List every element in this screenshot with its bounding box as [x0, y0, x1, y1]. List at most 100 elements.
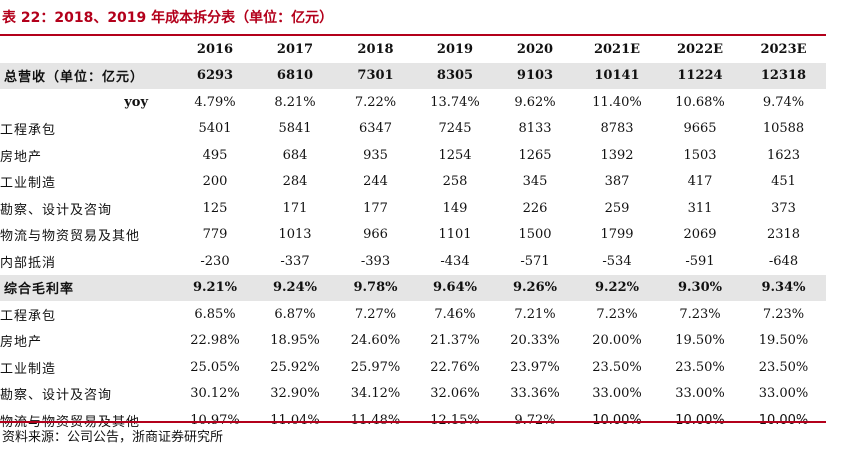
value-cell: 244: [363, 174, 388, 190]
value-cell: 9.78%: [336, 274, 415, 301]
header-label-cell: [0, 36, 176, 63]
value-cell: 10141: [575, 62, 659, 89]
value-cell: 10588: [762, 121, 805, 137]
value-cell: 495: [202, 147, 228, 163]
value-cell: 1500: [518, 227, 552, 243]
value-cell: 9.62%: [514, 94, 556, 110]
table-row: 房地产 495 684 935 1254 1265 1392 1503 1623: [0, 142, 826, 169]
value-cell: 9.30%: [659, 274, 741, 301]
table-body: 总营收（单位：亿元） 6293 6810 7301 8305 9103 10141 11224…: [0, 62, 826, 434]
table-row: 勘察、设计及咨询 30.12% 32.90% 34.12% 32.06% 33.36% 33…: [0, 381, 826, 408]
value-cell: 19.50%: [758, 333, 809, 349]
value-cell: 6.85%: [194, 306, 236, 322]
value-cell: 779: [202, 227, 228, 243]
row-label: 勘察、设计及咨询: [0, 388, 113, 404]
value-cell: 12.15%: [415, 407, 495, 434]
value-cell: -648: [768, 253, 799, 269]
column-header: 2022E: [676, 41, 724, 57]
value-cell: 10.00%: [659, 407, 741, 434]
value-cell: 9.74%: [762, 94, 805, 110]
value-cell: 9665: [683, 121, 717, 137]
top-rule: [0, 34, 826, 36]
value-cell: 10.68%: [675, 94, 725, 110]
value-cell: 7301: [336, 62, 415, 89]
value-cell: 10.00%: [575, 407, 659, 434]
value-cell: 311: [687, 200, 713, 216]
value-cell: 22.98%: [190, 333, 240, 349]
value-cell: 32.06%: [430, 386, 480, 402]
value-cell: 387: [604, 174, 630, 190]
value-cell: 1392: [600, 147, 634, 163]
value-cell: 2069: [683, 227, 717, 243]
table-row: 物流与物资贸易及其他 779 1013 966 1101 1500 1799 2069 2318: [0, 222, 826, 249]
value-cell: 33.00%: [675, 386, 725, 402]
value-cell: 177: [363, 200, 388, 216]
value-cell: 7.23%: [679, 306, 721, 322]
value-cell: -230: [200, 253, 230, 269]
value-cell: 23.50%: [675, 359, 725, 375]
row-label: 工程承包: [0, 308, 57, 324]
value-cell: 345: [522, 174, 548, 190]
value-cell: 11224: [659, 62, 741, 89]
value-cell: 1254: [438, 147, 472, 163]
value-cell: 1503: [683, 147, 717, 163]
value-cell: 6293: [176, 62, 254, 89]
value-cell: 6810: [254, 62, 336, 89]
value-cell: -591: [685, 253, 715, 269]
table-row: 工程承包 5401 5841 6347 7245 8133 8783 9665 10588: [0, 116, 826, 143]
value-cell: 9.22%: [575, 274, 659, 301]
table-row: 工程承包 6.85% 6.87% 7.27% 7.46% 7.21% 7.23% 7.23% 7…: [0, 301, 826, 328]
value-cell: 966: [363, 227, 388, 243]
value-cell: 13.74%: [430, 94, 480, 110]
value-cell: 25.05%: [190, 359, 240, 375]
value-cell: 417: [687, 174, 713, 190]
value-cell: 7.23%: [596, 306, 638, 322]
value-cell: 18.95%: [270, 333, 320, 349]
value-cell: 226: [522, 200, 548, 216]
value-cell: 451: [771, 174, 796, 190]
value-cell: 24.60%: [350, 333, 401, 349]
value-cell: 34.12%: [350, 386, 401, 402]
value-cell: 20.00%: [592, 333, 642, 349]
value-cell: 7245: [438, 121, 472, 137]
row-label: 勘察、设计及咨询: [0, 202, 113, 218]
column-header: 2019: [436, 41, 474, 57]
value-cell: 9.21%: [176, 274, 254, 301]
value-cell: 935: [363, 147, 388, 163]
value-cell: 11.40%: [592, 94, 642, 110]
value-cell: -337: [280, 253, 310, 269]
value-cell: 33.00%: [592, 386, 642, 402]
value-cell: 1101: [438, 227, 472, 243]
value-cell: 9.72%: [495, 407, 575, 434]
value-cell: 11.48%: [336, 407, 415, 434]
table-row: 内部抵消 -230 -337 -393 -434 -571 -534 -591 -648: [0, 248, 826, 275]
value-cell: 9.26%: [495, 274, 575, 301]
row-label: 房地产: [0, 149, 43, 165]
yoy-row: yoy 4.79% 8.21% 7.22% 13.74% 9.62% 11.40% 10.68…: [0, 89, 826, 116]
bottom-rule: [0, 421, 826, 423]
cost-breakdown-table: 2016 2017 2018 2019 2020 2021E 2022E 202…: [0, 36, 826, 434]
table-row: 工业制造 25.05% 25.92% 25.97% 22.76% 23.97% 23.50%…: [0, 354, 826, 381]
value-cell: 684: [282, 147, 308, 163]
value-cell: 23.97%: [510, 359, 560, 375]
value-cell: 200: [202, 174, 228, 190]
column-header: 2016: [196, 41, 234, 57]
value-cell: 22.76%: [430, 359, 480, 375]
value-cell: -571: [520, 253, 550, 269]
row-label: 总营收（单位：亿元）: [0, 62, 176, 89]
row-label: 工程承包: [0, 123, 57, 139]
value-cell: 1799: [600, 227, 634, 243]
value-cell: 1265: [518, 147, 552, 163]
header-row: 2016 2017 2018 2019 2020 2021E 2022E 202…: [0, 36, 826, 63]
summary-row: 总营收（单位：亿元） 6293 6810 7301 8305 9103 10141 11224…: [0, 62, 826, 89]
value-cell: 30.12%: [190, 386, 240, 402]
value-cell: 19.50%: [675, 333, 725, 349]
row-label: 综合毛利率: [0, 274, 176, 301]
value-cell: 2318: [766, 227, 801, 243]
value-cell: 125: [202, 200, 228, 216]
value-cell: 171: [282, 200, 308, 216]
row-label: yoy: [124, 94, 148, 110]
table-row: 勘察、设计及咨询 125 171 177 149 226 259 311 373: [0, 195, 826, 222]
value-cell: -434: [440, 253, 470, 269]
value-cell: 21.37%: [430, 333, 480, 349]
